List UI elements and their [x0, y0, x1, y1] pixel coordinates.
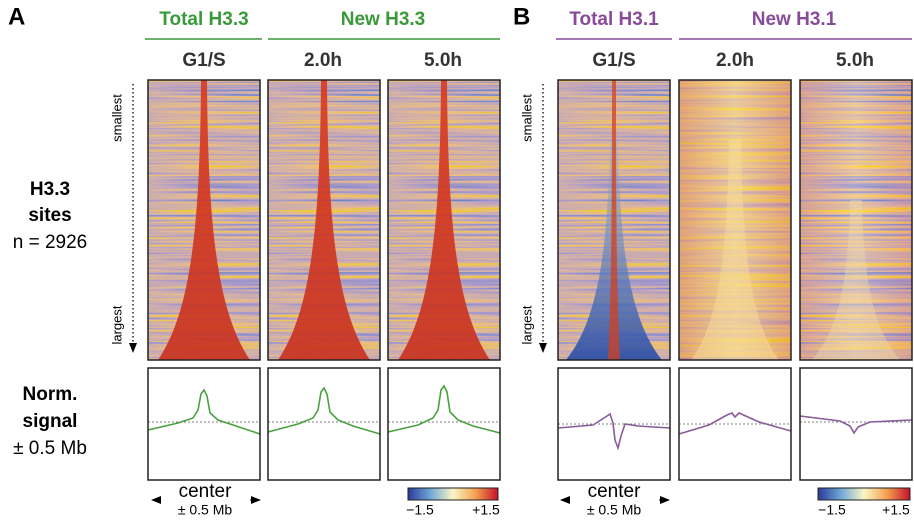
profile	[387, 367, 501, 481]
heatmap	[387, 79, 501, 361]
profile	[147, 367, 261, 481]
column-title: 5.0h	[424, 50, 462, 71]
panel-label: A	[8, 3, 25, 30]
colorbar-label: −1.5	[818, 502, 846, 518]
x-range: ± 0.5 Mb	[587, 502, 642, 518]
colorbar	[817, 487, 911, 501]
colorbar-label: −1.5	[406, 502, 434, 518]
sites-title: H3.3	[30, 179, 70, 200]
heatmap	[267, 79, 381, 361]
profile-label: signal	[23, 411, 78, 432]
profile-label: Norm.	[23, 384, 78, 405]
column-title: 5.0h	[836, 50, 874, 71]
heatmap	[147, 79, 261, 361]
panel-label: B	[513, 3, 530, 30]
column-title: G1/S	[592, 50, 635, 71]
heatmap	[799, 79, 913, 361]
sites-word: sites	[28, 205, 71, 226]
colorbar-label: +1.5	[882, 502, 910, 518]
x-label: center	[588, 481, 641, 502]
order-label: smallest	[109, 94, 124, 142]
x-label: center	[179, 481, 232, 502]
heatmap	[557, 79, 671, 361]
order-label: largest	[109, 305, 124, 344]
group-title: Total H3.3	[159, 9, 248, 30]
order-label: largest	[519, 305, 534, 344]
profile-label: ± 0.5 Mb	[13, 438, 87, 459]
heatmap	[678, 79, 792, 361]
profile	[678, 367, 792, 481]
colorbar	[407, 487, 499, 501]
profile	[267, 367, 381, 481]
site-count: n = 2926	[13, 232, 88, 253]
order-label: smallest	[519, 94, 534, 142]
profile	[799, 367, 913, 481]
column-title: 2.0h	[304, 50, 342, 71]
group-title: Total H3.1	[569, 9, 659, 30]
colorbar-label: +1.5	[472, 502, 500, 518]
column-title: G1/S	[182, 50, 225, 71]
column-title: 2.0h	[716, 50, 754, 71]
group-title: New H3.1	[752, 9, 837, 30]
x-range: ± 0.5 Mb	[178, 502, 233, 518]
profile	[557, 367, 671, 481]
group-title: New H3.3	[341, 9, 425, 30]
